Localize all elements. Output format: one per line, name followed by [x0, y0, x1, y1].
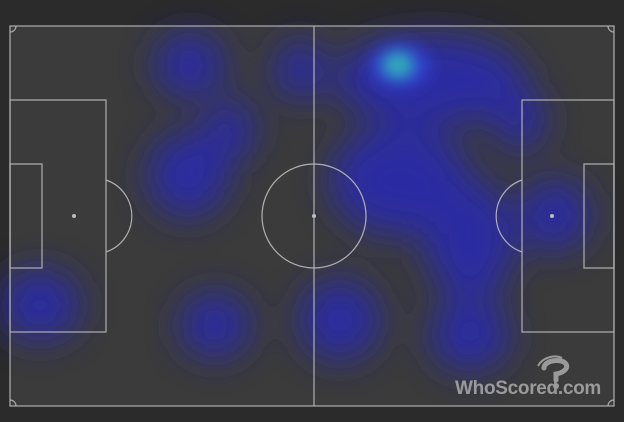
heat-hotspot [378, 50, 418, 80]
center-circle [261, 163, 367, 269]
corner-arc [9, 25, 17, 33]
left-penalty-spot [72, 214, 76, 218]
heat-spot [300, 280, 380, 360]
whoscored-watermark: WhoScored.com [455, 378, 602, 399]
heat-spot [0, 270, 80, 340]
heat-spot [148, 133, 228, 217]
heat-spot [180, 293, 250, 357]
corner-arc [607, 399, 615, 407]
heat-spot [155, 33, 225, 97]
right-goal-area [583, 163, 615, 269]
heat-spot [430, 300, 510, 370]
whoscored-logo-icon [537, 355, 570, 389]
heat-spot [205, 100, 255, 160]
left-goal-area [9, 163, 43, 269]
corner-arc [607, 25, 615, 33]
center-spot [312, 214, 316, 218]
heat-spot [425, 180, 515, 300]
left-penalty-arc [105, 179, 133, 253]
right-penalty-arc [495, 179, 523, 253]
right-penalty-spot [550, 214, 554, 218]
pitch-markings [9, 25, 615, 407]
hotspot-layer [370, 44, 430, 88]
corner-arc [9, 399, 17, 407]
heat-spot [520, 180, 590, 250]
pitch-spots [72, 214, 554, 218]
heat-spot [495, 90, 545, 150]
heat-spot [275, 40, 325, 100]
